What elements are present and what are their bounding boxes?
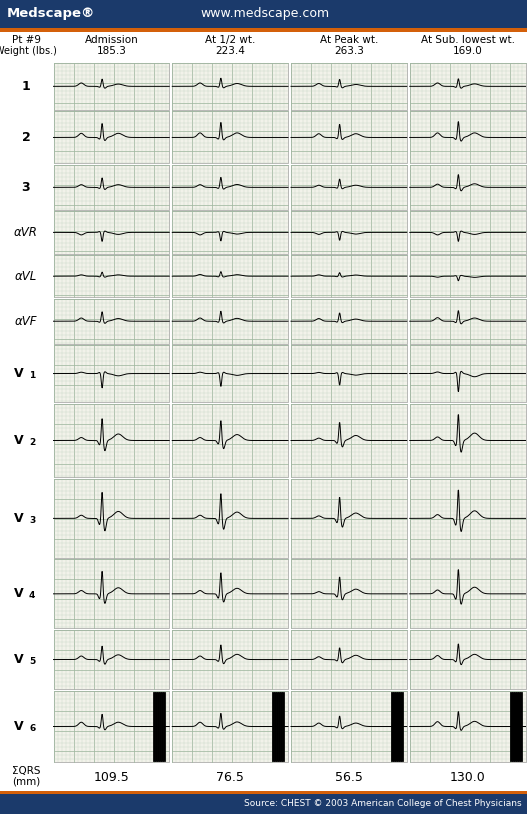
Bar — [54, 255, 169, 297]
Bar — [410, 559, 525, 628]
Text: At 1/2 wt.: At 1/2 wt. — [205, 35, 255, 45]
Bar — [291, 165, 407, 210]
Text: αVF: αVF — [15, 315, 37, 328]
Bar — [172, 63, 288, 110]
Text: 223.4: 223.4 — [215, 46, 245, 56]
Bar — [54, 404, 169, 478]
Text: ΣQRS: ΣQRS — [12, 766, 40, 776]
Bar — [172, 559, 288, 628]
Text: Pt #9: Pt #9 — [12, 35, 41, 45]
Text: 3: 3 — [29, 516, 35, 525]
Bar — [410, 404, 525, 478]
Bar — [172, 112, 288, 164]
Text: V: V — [14, 720, 24, 733]
Bar — [172, 255, 288, 297]
Bar — [410, 255, 525, 297]
Bar — [172, 299, 288, 344]
Bar — [410, 479, 525, 558]
Bar — [410, 112, 525, 164]
Bar — [172, 345, 288, 402]
Bar — [291, 691, 407, 762]
Text: 3: 3 — [22, 181, 31, 194]
Text: (mm): (mm) — [12, 777, 40, 787]
Text: V: V — [14, 512, 24, 525]
Bar — [291, 479, 407, 558]
Bar — [410, 211, 525, 253]
Bar — [54, 211, 169, 253]
Bar — [291, 112, 407, 164]
Bar — [410, 630, 525, 689]
Bar — [291, 559, 407, 628]
Bar — [54, 345, 169, 402]
Bar — [54, 112, 169, 164]
Bar — [172, 165, 288, 210]
Text: V: V — [14, 434, 24, 447]
Bar — [54, 479, 169, 558]
Text: 56.5: 56.5 — [335, 771, 363, 784]
Text: 4: 4 — [29, 591, 35, 601]
Bar — [0, 0, 527, 28]
Text: At Peak wt.: At Peak wt. — [320, 35, 378, 45]
Text: At Sub. lowest wt.: At Sub. lowest wt. — [421, 35, 515, 45]
Bar — [172, 479, 288, 558]
Bar — [291, 299, 407, 344]
Text: 2: 2 — [22, 131, 31, 144]
Text: αVL: αVL — [15, 269, 37, 282]
Text: Medscape®: Medscape® — [7, 7, 95, 20]
Bar — [0, 28, 527, 32]
Bar — [291, 345, 407, 402]
Text: 1: 1 — [29, 371, 35, 380]
Bar — [291, 211, 407, 253]
Bar — [54, 691, 169, 762]
Text: www.medscape.com: www.medscape.com — [200, 7, 329, 20]
Bar — [172, 630, 288, 689]
Bar — [410, 691, 525, 762]
Text: V: V — [14, 588, 24, 601]
Bar — [54, 299, 169, 344]
Bar — [54, 559, 169, 628]
Text: 169.0: 169.0 — [453, 46, 483, 56]
Bar — [172, 211, 288, 253]
Bar — [291, 255, 407, 297]
Text: Weight (lbs.): Weight (lbs.) — [0, 46, 57, 56]
Text: Source: CHEST © 2003 American College of Chest Physicians: Source: CHEST © 2003 American College of… — [245, 799, 522, 808]
Bar — [291, 63, 407, 110]
Bar — [0, 791, 527, 794]
Bar — [410, 63, 525, 110]
Bar — [172, 404, 288, 478]
Text: 263.3: 263.3 — [334, 46, 364, 56]
Text: V: V — [14, 367, 24, 380]
Bar — [410, 345, 525, 402]
Text: 1: 1 — [22, 80, 31, 93]
Text: Admission: Admission — [84, 35, 138, 45]
Bar — [410, 165, 525, 210]
Bar — [54, 630, 169, 689]
Text: 6: 6 — [29, 724, 35, 733]
Bar — [291, 630, 407, 689]
Text: V: V — [14, 653, 24, 666]
Text: 109.5: 109.5 — [93, 771, 129, 784]
Text: 130.0: 130.0 — [450, 771, 485, 784]
Bar — [54, 63, 169, 110]
Bar — [54, 165, 169, 210]
Bar — [291, 404, 407, 478]
Text: 2: 2 — [29, 438, 35, 447]
Bar — [172, 691, 288, 762]
Text: 5: 5 — [29, 657, 35, 666]
Bar — [0, 794, 527, 814]
Text: 185.3: 185.3 — [96, 46, 126, 56]
Text: αVR: αVR — [14, 225, 38, 239]
Bar — [410, 299, 525, 344]
Text: 76.5: 76.5 — [216, 771, 244, 784]
